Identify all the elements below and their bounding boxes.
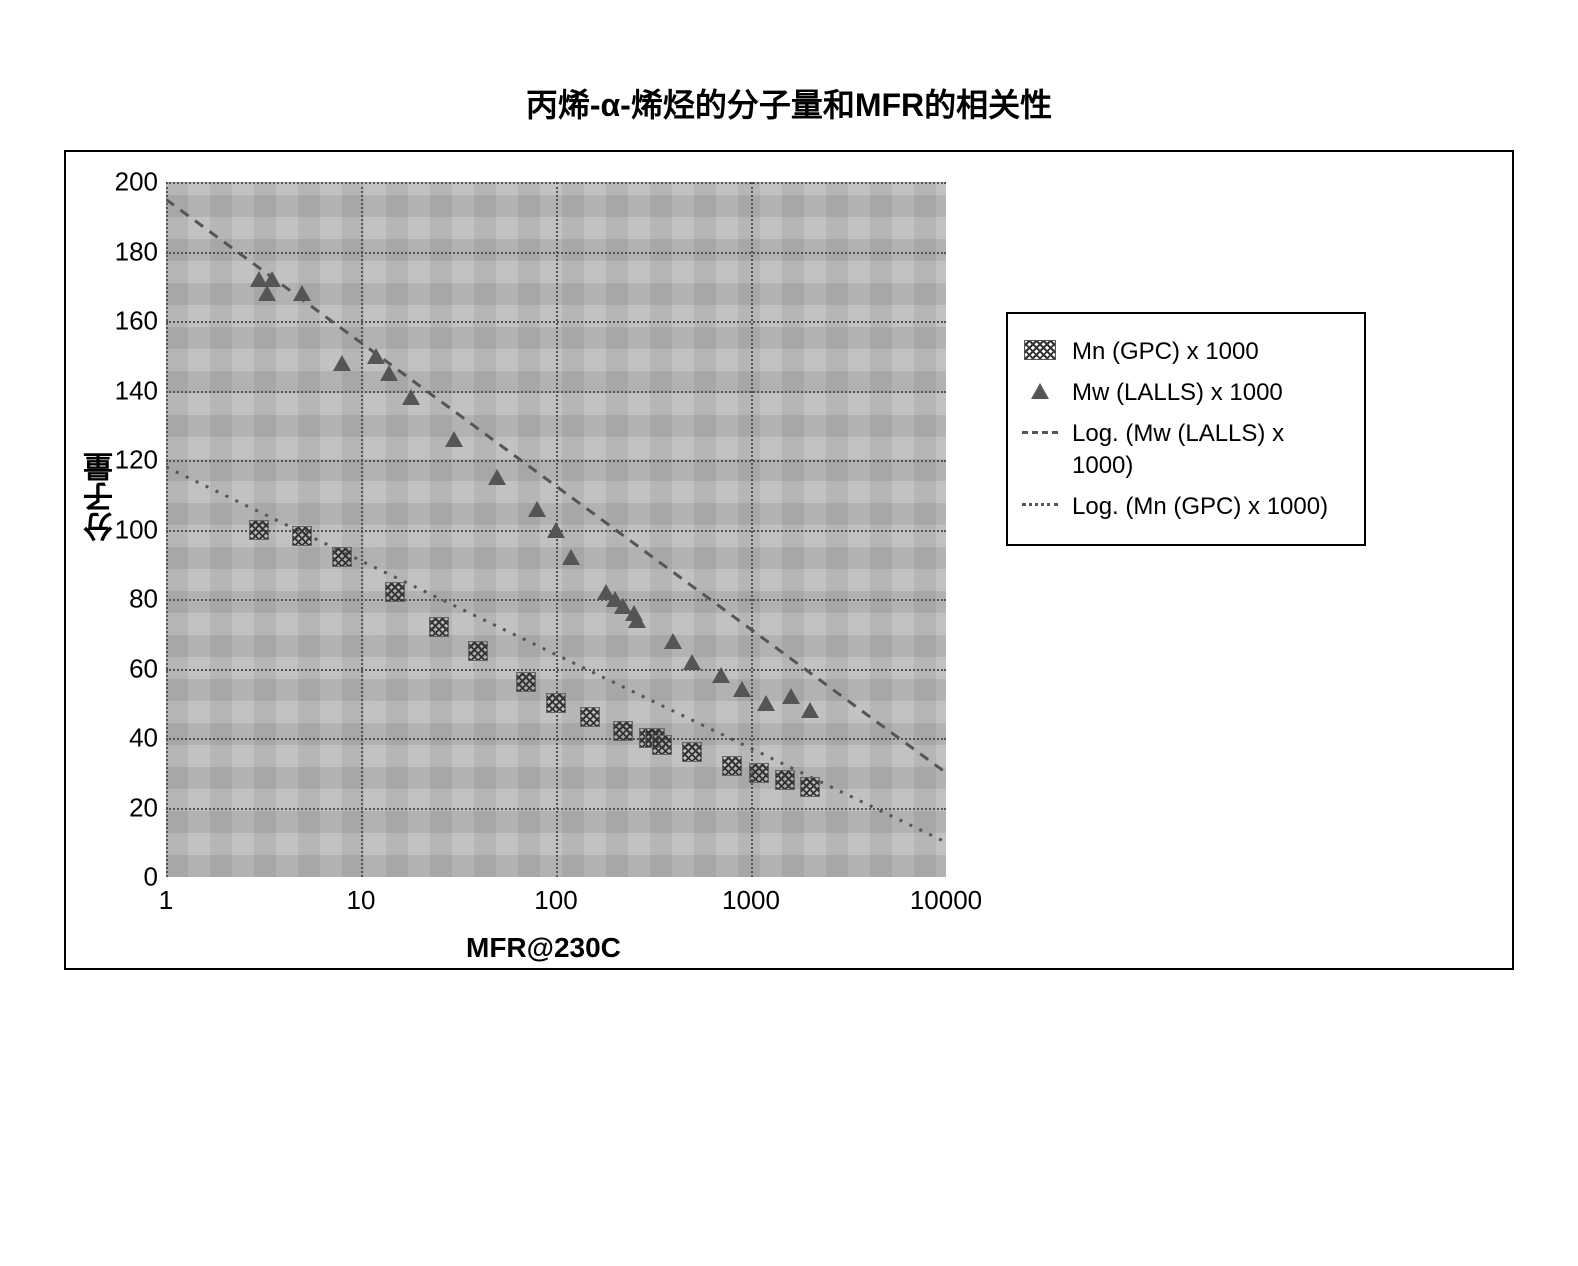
y-tick-label: 40 (98, 723, 158, 754)
dotted-line-icon (1022, 493, 1058, 517)
x-tick-label: 10000 (910, 885, 982, 916)
y-tick-label: 60 (98, 653, 158, 684)
data-point-triangle (757, 695, 775, 711)
x-tick-label: 1000 (722, 885, 780, 916)
gridline-vertical (166, 182, 168, 877)
x-tick-label: 100 (534, 885, 577, 916)
triangle-swatch-icon (1022, 379, 1058, 403)
data-point-triangle (258, 285, 276, 301)
legend-label: Log. (Mn (GPC) x 1000) (1072, 491, 1328, 522)
data-point-hatch (293, 527, 311, 545)
data-point-triangle (333, 355, 351, 371)
legend-label: Log. (Mw (LALLS) x 1000) (1072, 418, 1350, 480)
x-tick-label: 1 (159, 885, 173, 916)
data-point-hatch (653, 736, 671, 754)
data-point-triangle (367, 348, 385, 364)
chart-frame: 020406080100120140160180200 110100100010… (64, 150, 1514, 970)
data-point-hatch (517, 673, 535, 691)
y-tick-label: 140 (98, 375, 158, 406)
legend-item: Log. (Mn (GPC) x 1000) (1022, 491, 1350, 522)
data-point-hatch (723, 757, 741, 775)
data-point-hatch (430, 618, 448, 636)
data-point-triangle (445, 431, 463, 447)
data-point-triangle (562, 549, 580, 565)
data-point-hatch (581, 708, 599, 726)
data-point-hatch (750, 764, 768, 782)
y-tick-label: 80 (98, 584, 158, 615)
hatch-swatch-icon (1022, 338, 1058, 362)
data-point-triangle (293, 285, 311, 301)
data-point-hatch (683, 743, 701, 761)
y-tick-label: 0 (98, 862, 158, 893)
gridline-vertical (361, 182, 363, 877)
data-point-triangle (664, 633, 682, 649)
chart-title: 丙烯-α-烯烃的分子量和MFR的相关性 (0, 80, 1578, 126)
y-tick-label: 180 (98, 236, 158, 267)
data-point-triangle (782, 688, 800, 704)
y-tick-label: 200 (98, 167, 158, 198)
data-point-hatch (614, 722, 632, 740)
dash-line-icon (1022, 420, 1058, 444)
data-point-triangle (733, 681, 751, 697)
legend-item: Mn (GPC) x 1000 (1022, 336, 1350, 367)
data-point-hatch (250, 521, 268, 539)
data-point-triangle (488, 469, 506, 485)
data-point-triangle (380, 365, 398, 381)
y-axis-label: 分子量 (80, 452, 124, 542)
data-point-triangle (712, 667, 730, 683)
legend: Mn (GPC) x 1000 Mw (LALLS) x 1000 Log. (… (1006, 312, 1366, 546)
data-point-hatch (333, 548, 351, 566)
data-point-hatch (469, 642, 487, 660)
legend-item: Log. (Mw (LALLS) x 1000) (1022, 418, 1350, 480)
plot-area (166, 182, 946, 877)
legend-item: Mw (LALLS) x 1000 (1022, 377, 1350, 408)
legend-label: Mn (GPC) x 1000 (1072, 336, 1259, 367)
data-point-triangle (801, 702, 819, 718)
y-tick-label: 20 (98, 792, 158, 823)
data-point-triangle (528, 501, 546, 517)
data-point-triangle (547, 522, 565, 538)
data-point-triangle (683, 654, 701, 670)
data-point-hatch (386, 583, 404, 601)
x-tick-label: 10 (347, 885, 376, 916)
data-point-hatch (776, 771, 794, 789)
data-point-hatch (547, 694, 565, 712)
y-tick-label: 160 (98, 306, 158, 337)
x-axis-label: MFR@230C (466, 932, 621, 964)
legend-label: Mw (LALLS) x 1000 (1072, 377, 1283, 408)
data-point-triangle (402, 389, 420, 405)
data-point-hatch (801, 778, 819, 796)
data-point-triangle (628, 612, 646, 628)
